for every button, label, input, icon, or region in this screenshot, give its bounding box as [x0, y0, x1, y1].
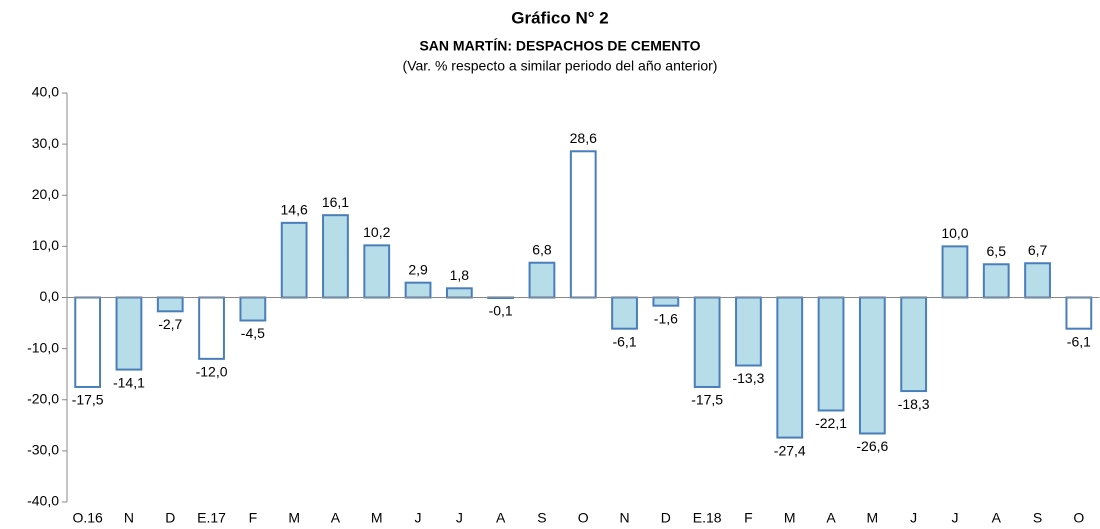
x-tick-label: M: [867, 510, 879, 526]
bar: [1024, 262, 1051, 299]
x-tick-label: A: [992, 510, 1002, 526]
x-tick-label: S: [1033, 510, 1042, 526]
value-label: 6,8: [532, 241, 552, 257]
bar: [363, 244, 391, 299]
bar: [982, 263, 1010, 299]
x-tick-label: O: [1073, 510, 1084, 526]
y-tick-label: 40,0: [32, 84, 59, 100]
bar: [198, 296, 225, 360]
value-label: 2,9: [408, 261, 428, 277]
value-label: -12,0: [196, 364, 228, 380]
x-tick-label: D: [165, 510, 175, 526]
bar: [280, 221, 308, 299]
x-tick-label: N: [619, 510, 629, 526]
value-label: 6,5: [987, 243, 1007, 259]
chart-subtitle: SAN MARTÍN: DESPACHOS DE CEMENTO: [419, 38, 700, 54]
bar: [115, 296, 143, 371]
y-tick-label: -30,0: [27, 442, 59, 458]
x-tick-label: O.16: [72, 510, 103, 526]
value-label: -17,5: [691, 392, 723, 408]
value-label: 16,1: [322, 194, 349, 210]
bar: [528, 261, 556, 299]
bar: [941, 245, 969, 299]
value-label: 28,6: [570, 130, 597, 146]
x-tick-label: E.17: [197, 510, 226, 526]
value-label: -26,6: [856, 438, 888, 454]
bar: [776, 296, 804, 439]
x-tick-label: J: [415, 510, 422, 526]
value-label: -17,5: [72, 392, 104, 408]
bar: [445, 287, 473, 299]
value-label: 14,6: [281, 202, 308, 218]
x-tick-label: J: [951, 510, 958, 526]
value-label: 10,2: [363, 224, 390, 240]
value-label: -6,1: [612, 333, 636, 349]
bar: [239, 296, 267, 322]
y-tick-label: 20,0: [32, 186, 59, 202]
value-label: -2,7: [158, 316, 182, 332]
x-tick-label: E.18: [693, 510, 722, 526]
x-tick-label: N: [124, 510, 134, 526]
y-tick-label: -40,0: [27, 493, 59, 509]
value-label: 1,8: [450, 267, 470, 283]
x-tick-label: A: [331, 510, 341, 526]
x-tick-label: F: [249, 510, 258, 526]
value-label: -6,1: [1067, 333, 1091, 349]
x-tick-label: M: [371, 510, 383, 526]
y-tick-label: 30,0: [32, 135, 59, 151]
value-label: -1,6: [654, 310, 678, 326]
y-tick-label: -20,0: [27, 390, 59, 406]
y-tick-label: -10,0: [27, 339, 59, 355]
bar: [652, 296, 680, 307]
y-tick-label: 0,0: [40, 288, 60, 304]
x-tick-label: F: [744, 510, 753, 526]
x-tick-label: D: [661, 510, 671, 526]
bar: [817, 296, 845, 412]
value-label: 6,7: [1028, 242, 1048, 258]
x-tick-label: S: [537, 510, 546, 526]
x-tick-label: A: [496, 510, 506, 526]
value-label: -27,4: [774, 442, 806, 458]
bar: [693, 296, 721, 388]
value-label: -22,1: [815, 415, 847, 431]
value-label: -13,3: [732, 370, 764, 386]
value-label: -0,1: [489, 303, 513, 319]
bar: [900, 296, 928, 393]
bar: [858, 296, 886, 435]
x-tick-label: J: [456, 510, 463, 526]
x-tick-label: J: [910, 510, 917, 526]
y-tick-label: 10,0: [32, 237, 59, 253]
x-tick-label: M: [784, 510, 796, 526]
x-tick-label: M: [288, 510, 300, 526]
bar: [735, 296, 762, 367]
bar: [569, 150, 597, 299]
bar: [611, 296, 638, 330]
value-label: -4,5: [241, 325, 265, 341]
x-tick-label: A: [826, 510, 836, 526]
bar: [322, 214, 349, 299]
bar: [404, 281, 432, 299]
chart-title: Gráfico N° 2: [511, 8, 609, 27]
value-label: -14,1: [113, 374, 145, 390]
chart-note: (Var. % respecto a similar periodo del a…: [403, 58, 718, 74]
value-label: 10,0: [941, 225, 968, 241]
value-label: -18,3: [898, 396, 930, 412]
bar: [74, 296, 102, 388]
bar: [156, 296, 184, 313]
x-tick-label: O: [578, 510, 589, 526]
bar: [1065, 296, 1093, 330]
